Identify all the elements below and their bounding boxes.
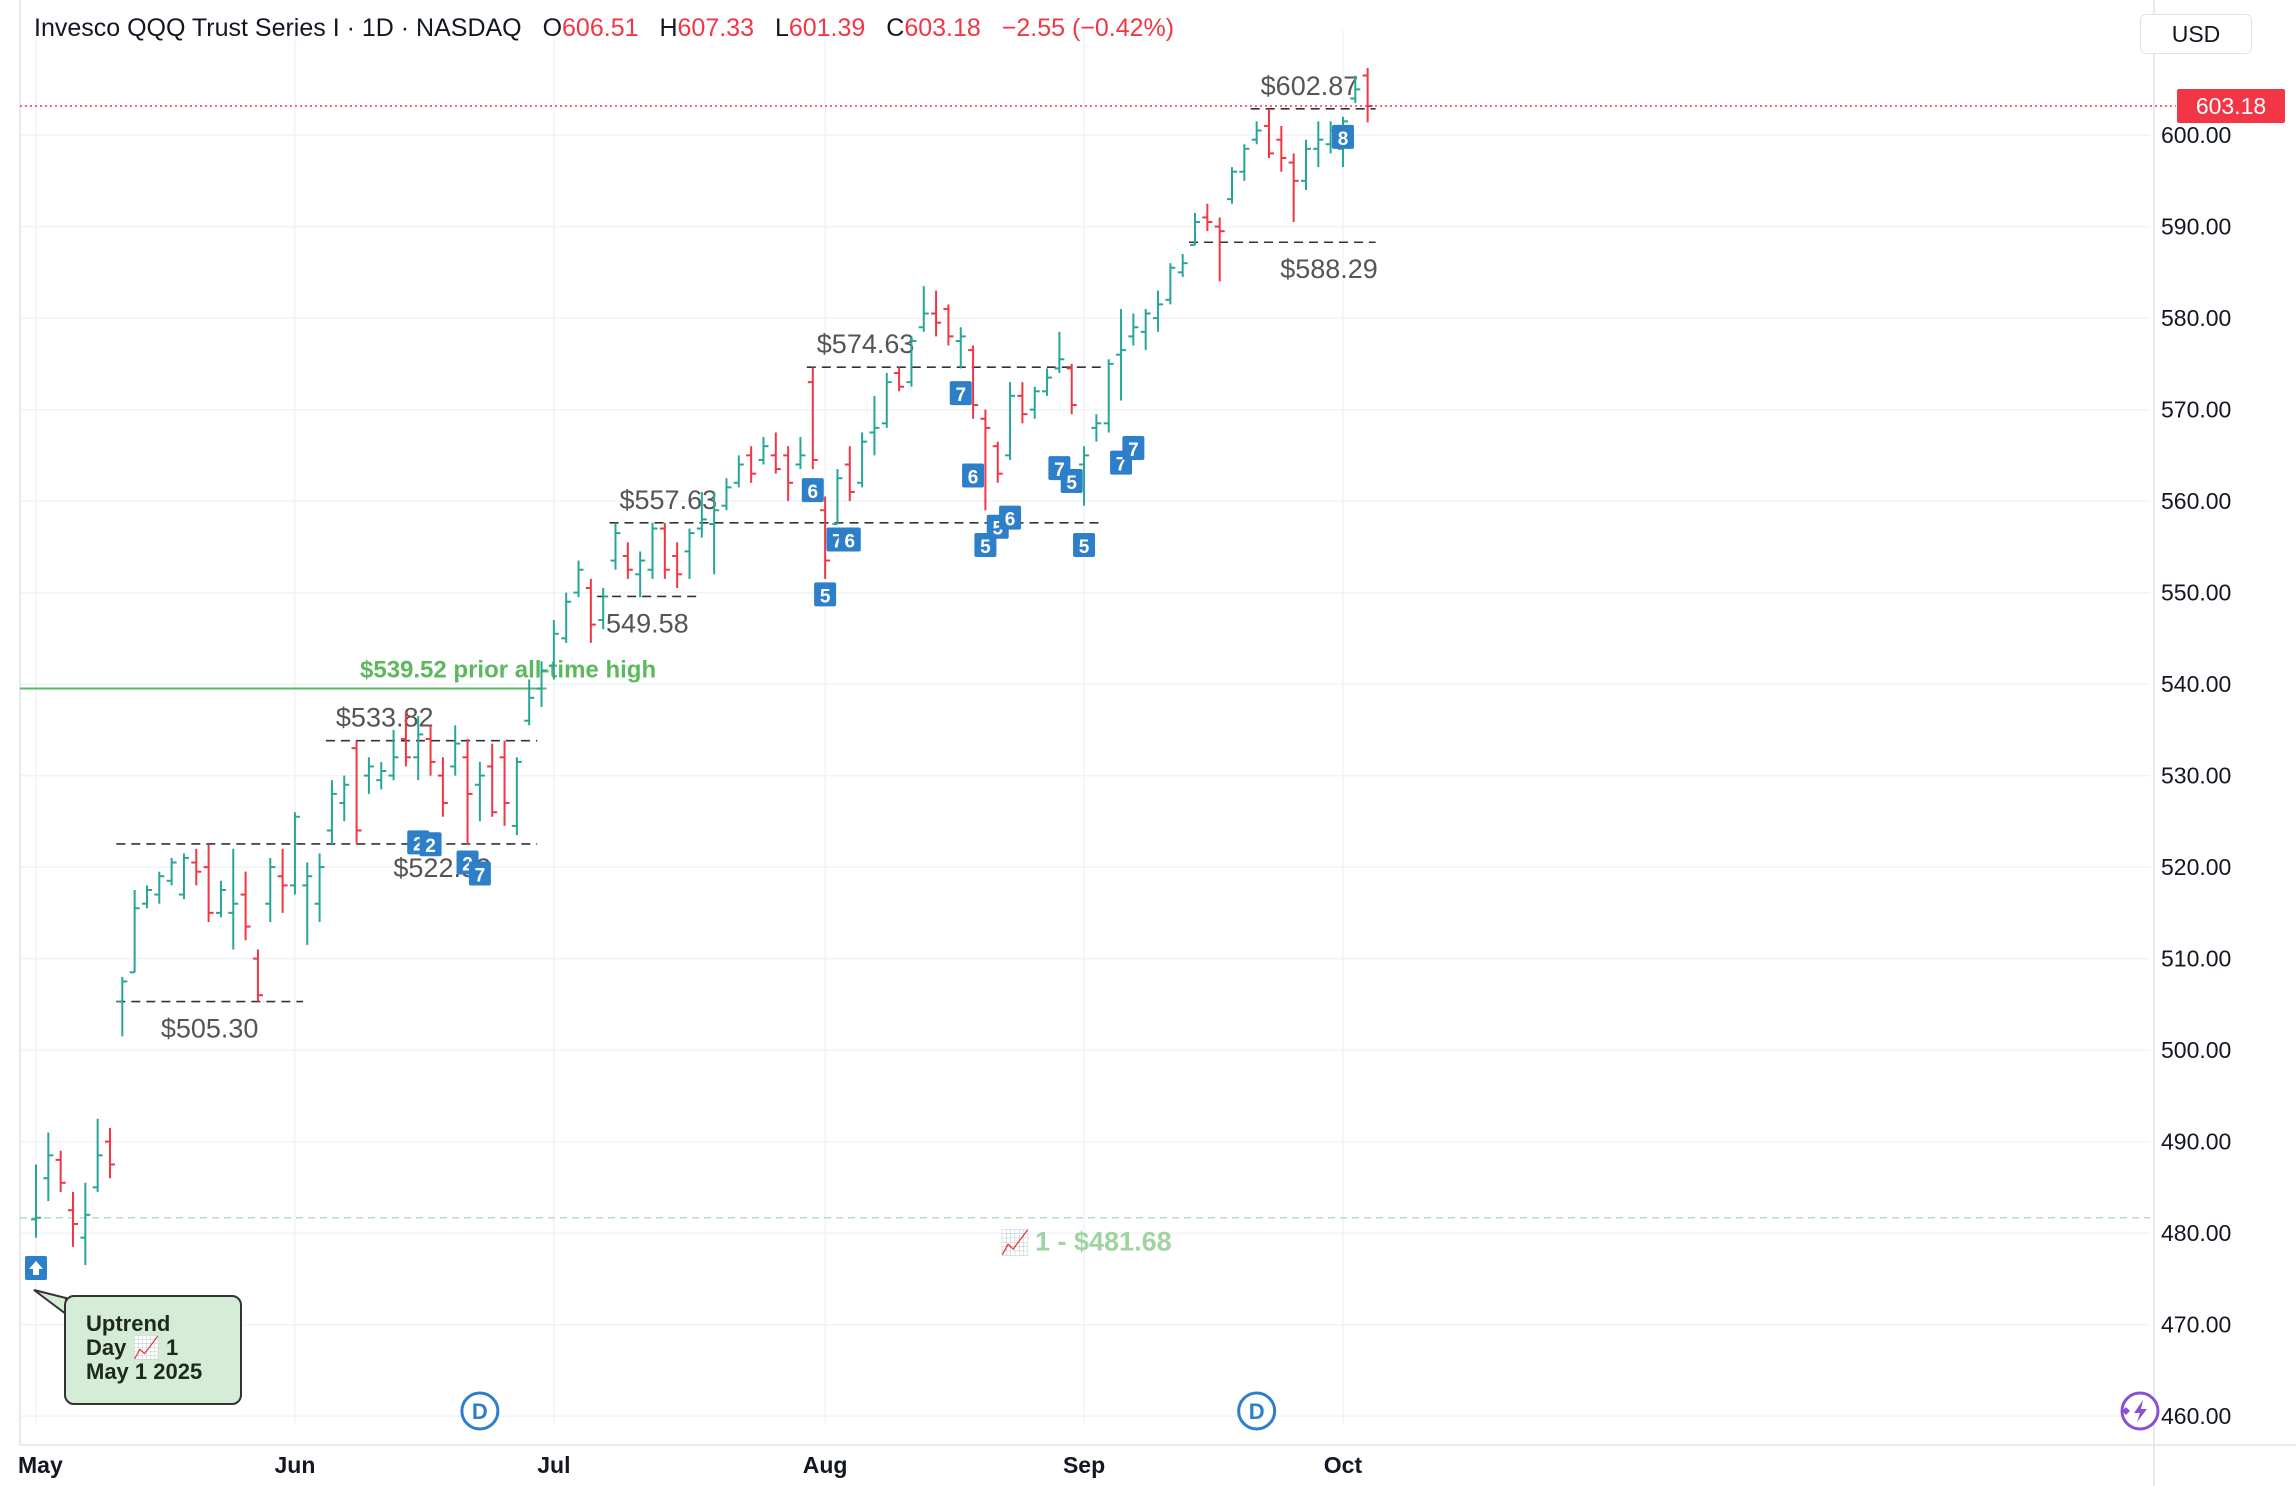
level-label: $574.63 xyxy=(817,329,915,359)
level-label: $602.87 xyxy=(1261,71,1359,101)
count-marker-label: 7 xyxy=(955,385,966,406)
count-marker xyxy=(1073,533,1096,558)
ath-label: $539.52 prior all-time high xyxy=(360,656,656,683)
y-tick-label: 500.00 xyxy=(2161,1037,2231,1063)
tooltip-pointer xyxy=(33,1289,67,1316)
low-value: 601.39 xyxy=(788,14,866,42)
count-marker xyxy=(814,582,837,607)
x-tick-label: Oct xyxy=(1324,1452,1363,1478)
count-marker-label: 7 xyxy=(832,532,843,553)
y-tick-label: 530.00 xyxy=(2161,763,2231,789)
y-tick-label: 480.00 xyxy=(2161,1220,2231,1246)
open-label: O xyxy=(542,14,563,42)
x-tick-label: Jul xyxy=(537,1452,570,1478)
count-marker-label: 6 xyxy=(844,532,855,553)
count-marker xyxy=(1060,468,1083,493)
close-label: C xyxy=(886,14,905,42)
count-marker-label: 7 xyxy=(1128,440,1139,461)
y-tick-label: 470.00 xyxy=(2161,1312,2231,1338)
level-label: $505.30 xyxy=(161,1014,259,1044)
count-marker xyxy=(419,832,442,857)
low-line-label: 1 - $481.68 xyxy=(1035,1227,1172,1257)
dividend-marker-label: D xyxy=(472,1399,488,1424)
count-marker-label: 7 xyxy=(1116,455,1127,476)
dividend-marker-label: D xyxy=(1249,1399,1265,1424)
y-tick-label: 590.00 xyxy=(2161,214,2231,240)
y-tick-label: 550.00 xyxy=(2161,580,2231,606)
chart-up-icon: 📈 xyxy=(1000,1229,1030,1257)
count-marker-label: 6 xyxy=(1005,510,1016,531)
y-tick-label: 460.00 xyxy=(2161,1403,2231,1429)
count-marker-label: 2 xyxy=(462,855,473,876)
tooltip-day-value: 1 xyxy=(166,1335,179,1360)
y-tick-label: 580.00 xyxy=(2161,305,2231,331)
count-marker xyxy=(999,505,1022,530)
tooltip-date: May 1 2025 xyxy=(86,1359,203,1384)
y-tick-label: 510.00 xyxy=(2161,946,2231,972)
count-marker-label: 5 xyxy=(1079,537,1090,558)
x-tick-label: Sep xyxy=(1063,1452,1105,1478)
count-marker-label: 8 xyxy=(1338,129,1349,150)
high-label: H xyxy=(659,14,678,42)
count-marker xyxy=(1122,436,1145,461)
count-marker-label: 7 xyxy=(475,866,486,887)
count-marker-label: 5 xyxy=(1066,473,1077,494)
last-price-tag: 603.18 xyxy=(2177,89,2285,123)
tooltip-title: Uptrend xyxy=(86,1311,171,1336)
flash-glyph xyxy=(2134,1400,2147,1422)
y-tick-label: 600.00 xyxy=(2161,122,2231,148)
tooltip-day-label: Day xyxy=(86,1335,127,1360)
uptrend-tooltip: Uptrend Day 📈 1 May 1 2025 xyxy=(64,1295,242,1405)
y-tick-label: 540.00 xyxy=(2161,671,2231,697)
high-value: 607.33 xyxy=(677,14,754,42)
count-marker-label: 2 xyxy=(413,834,424,855)
chart-up-icon: 📈 xyxy=(132,1335,160,1360)
count-marker xyxy=(949,381,972,406)
close-value: 603.18 xyxy=(904,14,981,42)
tooltip-day-row: Day 📈 1 xyxy=(86,1336,240,1360)
currency-button[interactable]: USD xyxy=(2140,14,2252,54)
level-label: 549.58 xyxy=(606,608,689,638)
y-tick-label: 570.00 xyxy=(2161,397,2231,423)
symbol-header: Invesco QQQ Trust Series I · 1D · NASDAQ… xyxy=(34,14,1174,43)
count-marker xyxy=(1331,124,1354,149)
y-tick-label: 520.00 xyxy=(2161,854,2231,880)
arrow-up-glyph xyxy=(29,1261,43,1275)
low-label: L xyxy=(774,14,789,42)
count-marker xyxy=(468,861,491,886)
open-value: 606.51 xyxy=(562,14,639,42)
count-marker-label: 6 xyxy=(968,467,979,488)
count-marker xyxy=(838,527,861,552)
x-tick-label: Aug xyxy=(803,1452,848,1478)
y-tick-label: 560.00 xyxy=(2161,488,2231,514)
x-tick-label: Jun xyxy=(274,1452,315,1478)
dividend-marker xyxy=(1237,1391,1277,1431)
count-marker xyxy=(801,478,824,503)
symbol-title[interactable]: Invesco QQQ Trust Series I · 1D · NASDAQ xyxy=(34,14,522,42)
change-value: −2.55 (−0.42%) xyxy=(1001,14,1175,42)
dividend-marker xyxy=(460,1391,500,1431)
count-marker-label: 2 xyxy=(425,836,436,857)
count-marker-label: 6 xyxy=(808,482,819,503)
x-tick-label: May xyxy=(18,1452,63,1478)
count-marker-label: 5 xyxy=(980,537,991,558)
count-marker xyxy=(974,533,997,558)
count-marker-label: 7 xyxy=(1054,460,1065,481)
count-marker-label: 5 xyxy=(992,519,1003,540)
count-marker xyxy=(962,463,985,488)
count-marker-label: 5 xyxy=(820,586,831,607)
level-label: $588.29 xyxy=(1280,254,1378,284)
sparkle-icon xyxy=(2122,1407,2130,1415)
y-tick-label: 490.00 xyxy=(2161,1129,2231,1155)
